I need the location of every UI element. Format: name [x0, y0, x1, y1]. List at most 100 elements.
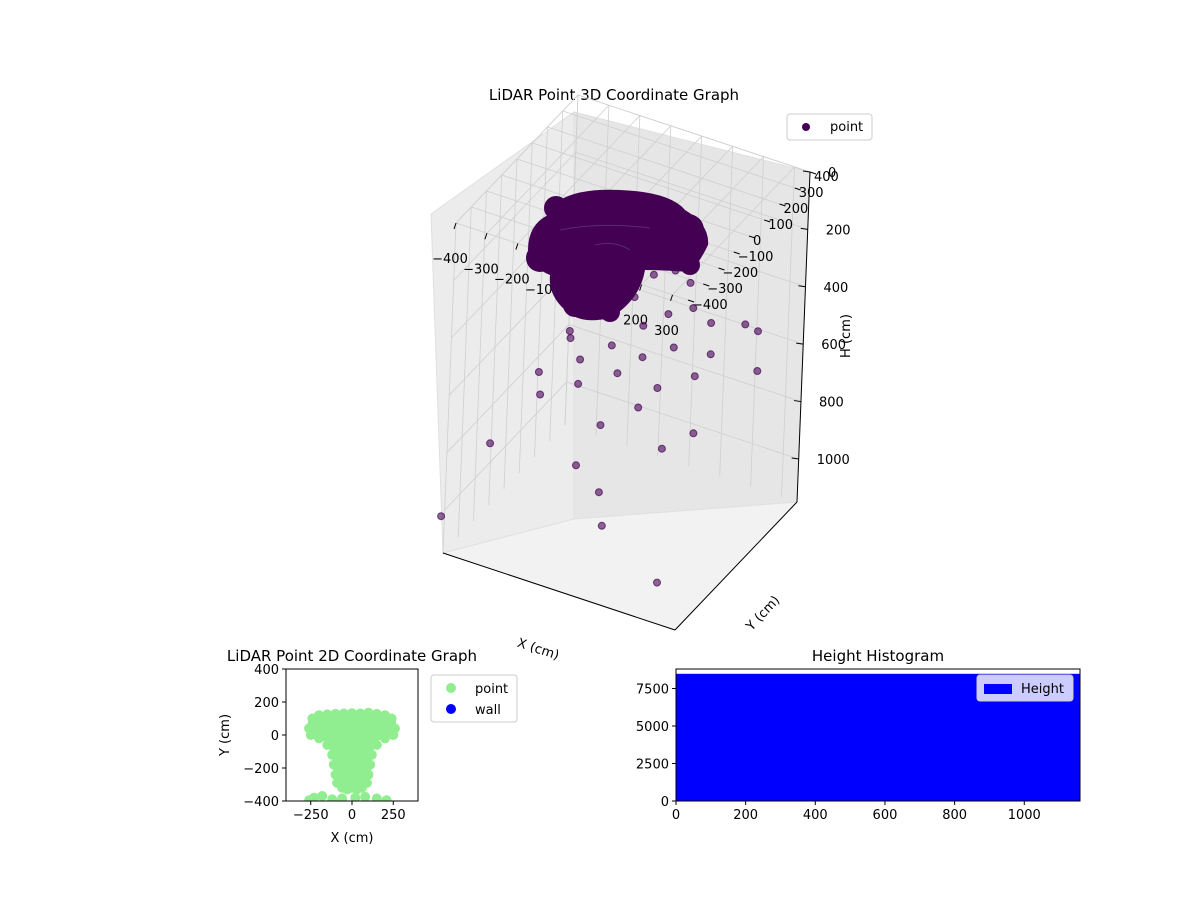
- point-marker: [634, 403, 643, 412]
- z-tick-mark: [798, 285, 806, 288]
- gridline: [781, 166, 795, 497]
- points-2d-clipped: [304, 707, 400, 801]
- z-tick-label: 1000: [817, 453, 850, 468]
- chart-2d: LiDAR Point 2D Coordinate Graph −250 0 250…: [218, 647, 518, 846]
- point-marker: [363, 707, 374, 718]
- point-marker: [707, 319, 716, 327]
- point-marker: [337, 793, 348, 801]
- point-marker: [338, 708, 349, 719]
- y-tick-mark: [748, 235, 756, 239]
- point-marker: [314, 710, 324, 721]
- point-marker: [347, 772, 357, 783]
- point-marker: [350, 792, 361, 801]
- z-tick-mark: [791, 457, 799, 460]
- point-marker: [322, 709, 333, 720]
- point-marker: [639, 321, 648, 330]
- cluster-blob: [672, 214, 704, 246]
- y-tick-label: −400: [692, 298, 728, 313]
- point-marker: [613, 369, 622, 378]
- y-tick-label: −200: [243, 762, 279, 777]
- point-marker: [355, 708, 366, 719]
- x-tick-label: −250: [293, 808, 329, 823]
- gridline: [455, 94, 579, 224]
- legend-marker-wall: [446, 704, 456, 714]
- point-marker: [669, 343, 678, 352]
- point-marker: [322, 739, 333, 750]
- gridline: [534, 126, 548, 458]
- gridline: [562, 110, 795, 189]
- point-marker: [574, 379, 583, 388]
- point-marker: [690, 372, 699, 381]
- z-tick-label: 400: [823, 281, 848, 296]
- point-marker: [754, 327, 762, 336]
- y-tick-label: 5000: [636, 720, 669, 735]
- y-tick-label: 400: [254, 663, 279, 678]
- x-tick-label: −400: [432, 252, 468, 267]
- z-tick-mark: [793, 400, 802, 403]
- y-tick-mark: [733, 251, 740, 255]
- point-marker: [657, 444, 666, 453]
- y-tick-label: 2500: [636, 758, 669, 773]
- x-tick-mark: [453, 222, 457, 230]
- y-tick-label: 0: [661, 795, 669, 810]
- point-marker: [314, 733, 324, 744]
- point-marker: [327, 794, 338, 801]
- y-tick-label: 300: [799, 186, 824, 201]
- point-marker: [664, 310, 673, 319]
- x-tick-mark: [639, 284, 643, 291]
- point-marker: [330, 769, 341, 780]
- x-tick-mark: [484, 233, 488, 240]
- point-marker: [371, 708, 382, 719]
- gridline: [453, 152, 577, 281]
- y-axis-label-2d: Y (cm): [218, 714, 233, 757]
- point-marker: [347, 730, 357, 740]
- y-tick-mark: [764, 219, 771, 223]
- legend-2d: point wall: [430, 674, 518, 723]
- z-axis-label-3d: H (cm): [839, 314, 854, 358]
- x-tick-label: 800: [942, 808, 967, 823]
- y-tick-label: 400: [814, 170, 839, 185]
- gridline: [750, 156, 764, 487]
- z-tick-mark: [800, 227, 808, 230]
- points-2d: [304, 707, 400, 801]
- y-tick-label: 200: [784, 202, 809, 217]
- point-marker: [607, 341, 616, 350]
- point-marker: [437, 512, 446, 521]
- cluster-texture: [559, 224, 651, 231]
- legend-box: [786, 113, 873, 141]
- gridline: [503, 158, 518, 490]
- point-marker: [627, 269, 636, 278]
- gridline: [568, 324, 802, 402]
- gridline: [518, 142, 533, 474]
- cluster-blob: [600, 302, 620, 322]
- point-marker: [347, 782, 357, 793]
- point-marker: [597, 521, 606, 530]
- point-marker: [328, 759, 339, 770]
- point-marker: [594, 488, 603, 497]
- histogram-title: Height Histogram: [812, 647, 944, 665]
- y-tick-mark: [703, 283, 710, 287]
- gridline: [575, 152, 808, 230]
- chart-histogram: Height Histogram 0 200 400 600 800 1000 0 2500 5…: [636, 647, 1081, 824]
- histogram-frame: [675, 668, 1081, 802]
- y-tick-label: 7500: [636, 683, 669, 698]
- point-marker: [333, 736, 344, 747]
- cluster-blob: [680, 255, 700, 275]
- gridline: [532, 142, 765, 221]
- point-marker: [593, 303, 602, 312]
- point-marker: [741, 320, 750, 329]
- legend-swatch-height: [984, 684, 1012, 694]
- z-axis-line: [796, 171, 811, 503]
- y-tick-label: 0: [271, 729, 279, 744]
- x-tick-label: 600: [873, 808, 898, 823]
- point-marker: [347, 708, 357, 719]
- point-marker: [706, 350, 715, 359]
- gridline: [657, 125, 672, 456]
- cluster-blob: [526, 244, 554, 272]
- legend-label-height: Height: [1021, 682, 1064, 697]
- point-marker: [305, 730, 316, 740]
- histogram-ticks: 0 200 400 600 800 1000 0 2500 5000 7500: [636, 683, 1041, 824]
- point-marker: [686, 278, 695, 287]
- legend-3d: point: [786, 113, 873, 141]
- gridline: [442, 222, 457, 554]
